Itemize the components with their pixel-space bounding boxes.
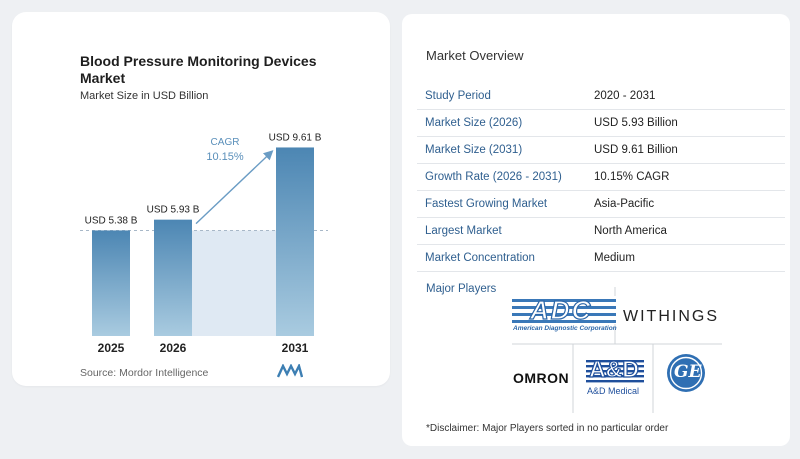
overview-row-key: Market Size (2026): [425, 117, 523, 129]
bar-2025: [92, 230, 130, 336]
overview-row-value: Asia-Pacific: [594, 198, 655, 210]
overview-row: Market Size (2026) USD 5.93 Billion: [417, 110, 785, 137]
bar-chart: USD 5.38 B 2025 USD 5.93 B 2026 USD 9.61 B 20…: [80, 132, 328, 355]
tick-label-2026: 2026: [160, 341, 187, 355]
overview-row-key: Fastest Growing Market: [425, 198, 548, 210]
source-note: Source: Mordor Intelligence: [80, 367, 209, 379]
overview-row-value: Medium: [594, 252, 635, 264]
adc-logo-subtext: American Diagnostic Corporation: [513, 325, 617, 332]
overview-row-value: 2020 - 2031: [594, 90, 656, 102]
overview-row-value: USD 5.93 Billion: [594, 117, 678, 129]
chart-title: Blood Pressure Monitoring Devices Market: [80, 53, 317, 86]
and-logo-text: A&D: [588, 355, 639, 382]
bar-2026: [154, 219, 192, 336]
tick-label-2031: 2031: [282, 341, 309, 355]
overview-title: Market Overview: [426, 48, 524, 63]
overview-row-key: Market Size (2031): [425, 144, 523, 156]
chart-subtitle: Market Size in USD Billion: [80, 90, 209, 102]
withings-logo-text: WITHINGS: [623, 308, 719, 325]
data-label-2031: USD 9.61 B: [269, 132, 322, 143]
major-players-label: Major Players: [426, 283, 497, 295]
overview-row-key: Largest Market: [425, 225, 502, 237]
bar-2031: [276, 147, 314, 336]
adc-logo-text: ADC: [529, 295, 593, 325]
omron-logo-text: OMRON: [513, 370, 570, 386]
overview-row: Study Period 2020 - 2031: [417, 83, 785, 110]
overview-row-value: USD 9.61 Billion: [594, 144, 678, 156]
overview-row-key: Growth Rate (2026 - 2031): [425, 171, 562, 183]
disclaimer: *Disclaimer: Major Players sorted in no …: [426, 423, 669, 434]
ge-logo-icon: [667, 354, 705, 392]
data-label-2025: USD 5.38 B: [85, 215, 138, 226]
overview-row: Fastest Growing Market Asia-Pacific: [417, 191, 785, 218]
mordor-logo-icon: [277, 364, 303, 378]
overview-row: Market Size (2031) USD 9.61 Billion: [417, 137, 785, 164]
adc-emblem-icon: [512, 296, 616, 324]
and-logo-subtext: A&D Medical: [587, 386, 640, 396]
ge-logo-text: GE: [674, 362, 702, 382]
tick-label-2025: 2025: [98, 341, 125, 355]
data-label-2026: USD 5.93 B: [147, 205, 200, 216]
overview-row-value: North America: [594, 225, 667, 237]
baseline-band: [192, 230, 276, 336]
and-emblem-icon: [586, 358, 644, 384]
overview-row: Market Concentration Medium: [417, 245, 785, 272]
overview-row-value: 10.15% CAGR: [594, 171, 670, 183]
overview-row: Largest Market North America: [417, 218, 785, 245]
overview-row-key: Study Period: [425, 90, 491, 102]
cagr-value: 10.15%: [206, 151, 244, 163]
cagr-label: CAGR: [211, 137, 240, 148]
cagr-arrow: [195, 150, 274, 225]
overview-row-key: Market Concentration: [425, 252, 535, 264]
overview-row: Growth Rate (2026 - 2031) 10.15% CAGR: [417, 164, 785, 191]
